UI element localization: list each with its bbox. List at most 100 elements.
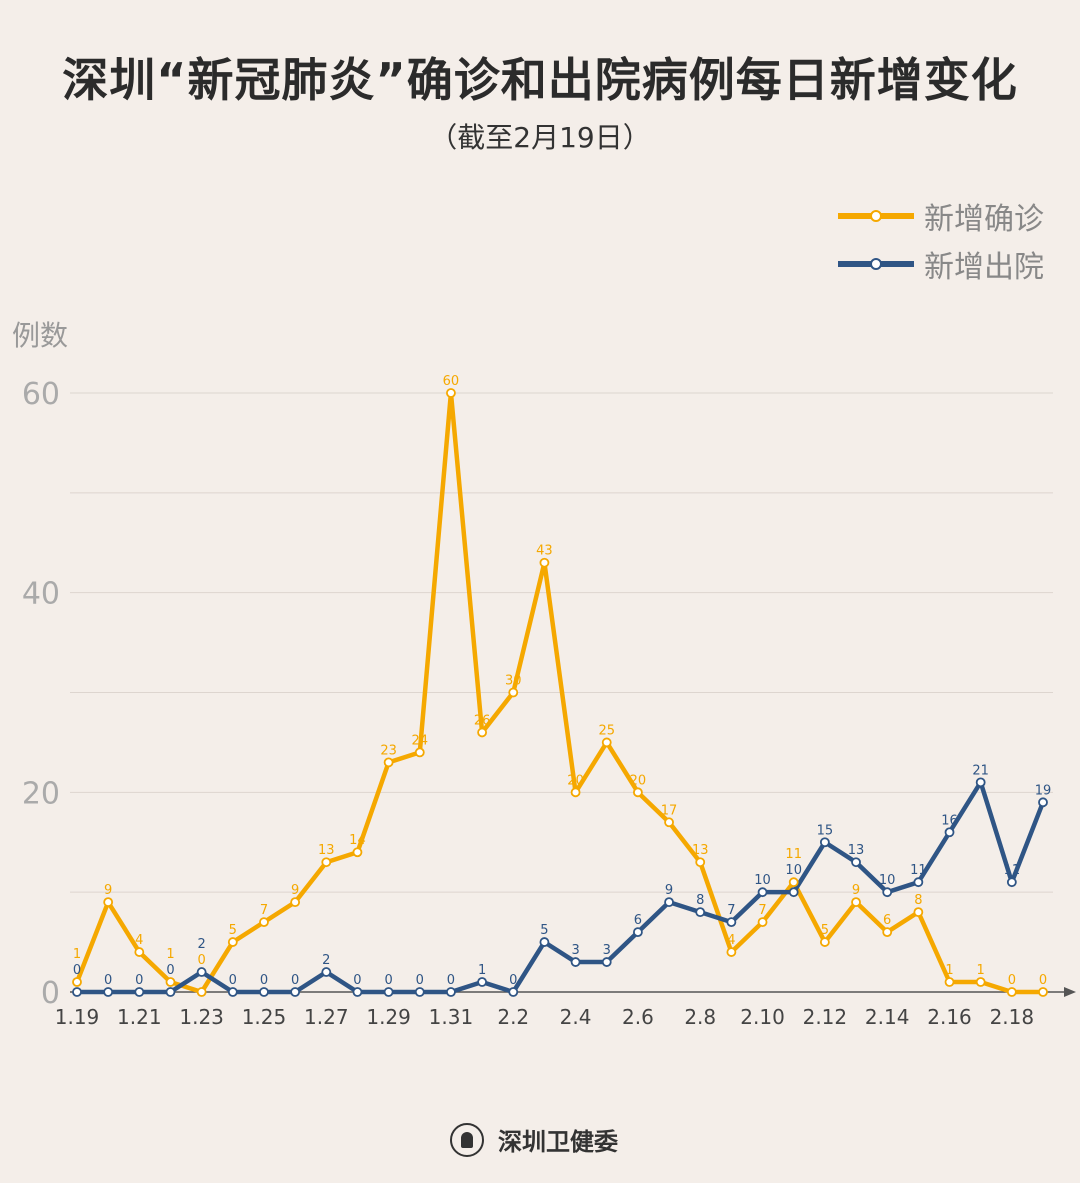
data-point [477,727,487,738]
data-label: 9 [665,883,673,898]
data-point [196,967,207,977]
data-label: 19 [1035,783,1052,798]
legend-swatch-confirmed [838,210,914,222]
data-label: 1 [977,963,985,978]
data-point [352,987,363,997]
x-tick-label: 1.31 [429,1005,474,1029]
health-commission-logo [450,1122,484,1157]
data-label: 7 [727,903,735,918]
y-axis-label: 例数 [12,319,68,352]
data-label: 15 [817,823,834,838]
data-point [601,957,612,967]
data-point [72,977,82,987]
data-point [851,857,861,868]
data-label: 0 [135,973,143,988]
legend-swatch-discharged [838,258,914,270]
data-point [446,388,456,398]
data-label: 14 [349,833,366,848]
data-label: 26 [474,713,491,728]
legend-item-discharged: 新增出院 [838,240,1044,288]
x-tick-label: 2.2 [497,1005,529,1029]
data-point [383,757,394,768]
x-tick-label: 2.14 [865,1005,910,1029]
data-label: 0 [447,973,455,988]
data-label: 1 [166,947,174,962]
y-tick-label: 40 [22,577,60,612]
data-label: 6 [883,913,891,928]
data-label: 17 [661,803,678,818]
data-point [570,957,581,967]
data-label: 0 [166,963,174,978]
data-point [601,737,612,748]
data-label: 9 [852,883,860,898]
data-point [383,987,394,997]
data-label: 0 [1039,973,1047,988]
data-label: 23 [380,743,397,758]
data-point [1038,797,1048,808]
data-point [321,857,332,868]
data-point [664,817,674,828]
data-label: 0 [384,973,392,988]
data-label: 4 [135,933,143,948]
data-point [944,827,955,838]
data-point [1006,987,1017,997]
data-label: 0 [353,973,361,988]
x-tick-label: 2.18 [990,1005,1035,1029]
data-label: 0 [1008,973,1016,988]
data-label: 1 [73,947,81,962]
data-label: 0 [509,973,517,988]
data-point [539,557,550,568]
x-tick-label: 2.10 [740,1005,785,1029]
y-tick-label: 20 [22,776,60,811]
data-point [134,987,145,997]
data-label: 3 [571,943,579,958]
data-label: 10 [754,873,771,888]
data-point [633,927,643,937]
legend: 新增确诊 新增出院 [838,192,1044,288]
data-label: 2 [198,937,206,952]
chart-title: 深圳“新冠肺炎”确诊和出院病例每日新增变化 [62,53,1018,107]
y-tick-label: 0 [41,976,60,1011]
data-point [726,917,737,928]
x-tick-label: 1.29 [366,1005,411,1029]
data-label: 8 [696,893,704,908]
x-tick-label: 2.12 [803,1005,848,1029]
data-point [757,917,768,928]
data-label: 5 [540,923,548,938]
data-point [726,947,737,957]
data-point [290,897,301,908]
data-point [259,987,269,997]
data-point [633,787,643,798]
data-label: 9 [291,883,299,898]
chart-subtitle: （截至2月19日） [429,121,651,154]
data-label: 0 [198,953,206,968]
data-point [788,877,799,888]
data-point [290,987,301,997]
data-label: 13 [318,843,335,858]
data-point [227,987,238,997]
data-label: 0 [104,973,112,988]
data-label: 7 [260,903,268,918]
data-point [103,987,114,997]
data-point [508,987,519,997]
data-label: 10 [879,873,896,888]
data-label: 11 [785,847,802,862]
data-label: 9 [104,883,112,898]
data-point [414,747,425,758]
data-point [508,687,519,698]
x-tick-label: 2.6 [622,1005,654,1029]
data-point [913,907,924,918]
x-axis-arrow-icon [1064,987,1076,997]
data-point [819,937,830,947]
data-label: 5 [821,923,829,938]
data-point [414,987,425,997]
data-point [819,837,830,848]
y-tick-label: 60 [22,377,60,412]
legend-label: 新增确诊 [924,202,1044,237]
series-line-discharged [77,780,1046,995]
data-point [975,777,986,788]
data-label: 10 [785,863,802,878]
data-point [788,887,799,898]
data-label: 20 [630,773,647,788]
data-point [165,987,176,997]
